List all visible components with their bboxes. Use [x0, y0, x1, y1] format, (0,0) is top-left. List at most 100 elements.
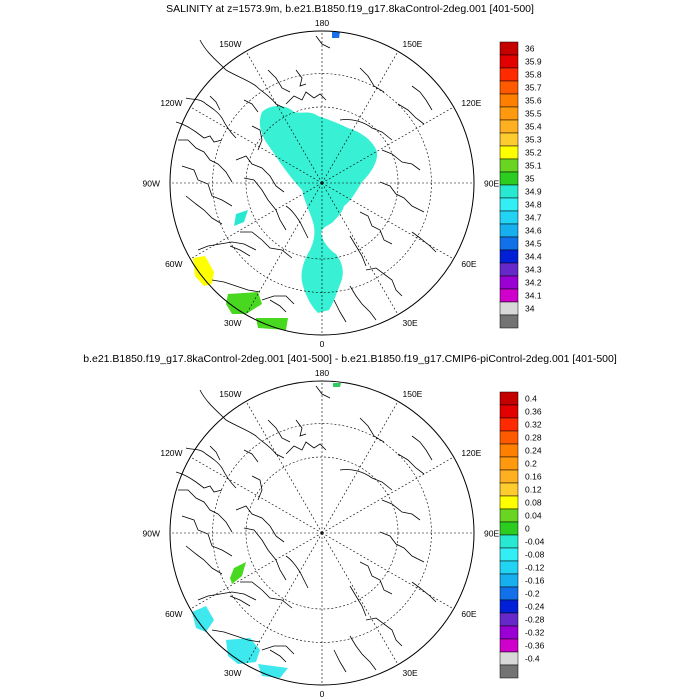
colorbar-box	[499, 236, 519, 251]
colorbar-tick-label: 0.16	[525, 472, 542, 482]
coastline-segment	[261, 645, 295, 655]
coastline-segment	[209, 445, 221, 461]
colorbar-tick-label: -0.16	[525, 576, 545, 586]
longitude-label: 120E	[461, 448, 481, 458]
coastline-segment	[411, 85, 433, 111]
colorbar-tick-label: 0.32	[525, 420, 542, 430]
map-group: 180 150E 120E 90E 60E 30E 0 30W 60W 90W 120W 150W	[143, 18, 500, 349]
coastline-segment	[285, 205, 309, 239]
colorbar-box	[499, 404, 519, 419]
colorbar-box	[499, 171, 519, 186]
colorbar-tick-label: 0.4	[525, 394, 537, 404]
longitude-label: 150E	[403, 389, 423, 399]
coastline-segment	[411, 581, 437, 603]
coastline-segment	[411, 435, 433, 461]
coastline-segment	[269, 649, 287, 663]
colorbar-tick-label: -0.24	[525, 602, 545, 612]
meridian-line	[321, 51, 399, 184]
data-patch-south-cyan	[192, 606, 288, 678]
longitude-label: 60W	[165, 609, 182, 619]
longitude-label: 90W	[143, 529, 160, 539]
coastline-segment	[285, 555, 309, 589]
colorbar-tick-label: 0.04	[525, 511, 542, 521]
colorbar-tick-label: -0.08	[525, 550, 545, 560]
coastline-segment	[349, 635, 377, 671]
coastline-segment	[295, 419, 307, 437]
coastline-segment	[379, 181, 425, 213]
coastline-segment	[185, 195, 223, 225]
colorbar-box	[499, 391, 519, 406]
coastline-segment	[267, 69, 291, 93]
coastline-segment	[197, 241, 257, 251]
colorbar: 36 35.9 35.8 35.7 35.6 35.5 35.4 35.3 35.2 35.1 35…	[499, 41, 542, 329]
colorbar-box	[499, 443, 519, 458]
longitude-label: 120E	[461, 98, 481, 108]
colorbar-tick-label: 35.7	[525, 83, 542, 93]
longitude-label: 90E	[484, 179, 499, 189]
coastline-segment	[175, 121, 223, 143]
colorbar-box	[499, 93, 519, 108]
coastline-segment	[349, 585, 367, 617]
colorbar-box	[499, 41, 519, 56]
colorbar-tick-label: 34.2	[525, 278, 542, 288]
colorbar-tick-label: 34.9	[525, 187, 542, 197]
longitude-label: 150E	[403, 39, 423, 49]
meridian-line	[245, 401, 323, 534]
coastline-segment	[269, 299, 287, 313]
colorbar-tick-label: 34.1	[525, 291, 542, 301]
coastline-segment	[365, 267, 403, 297]
colorbar: 0.4 0.36 0.32 0.28 0.24 0.2 0.16 0.12 0.08 0.04 0 -…	[499, 391, 545, 679]
colorbar-box	[499, 612, 519, 627]
colorbar-box	[499, 314, 519, 329]
longitude-label: 150W	[219, 389, 241, 399]
coastline-segment	[267, 419, 291, 443]
longitude-label: 90E	[484, 529, 499, 539]
coastline-segment	[333, 649, 347, 673]
coastline-segment	[243, 527, 287, 581]
coastline-segment	[243, 177, 287, 231]
colorbar-box	[499, 534, 519, 549]
colorbar-tick-label: 35.1	[525, 161, 542, 171]
data-patch-labrador	[193, 256, 214, 286]
colorbar-tick-label: 0.2	[525, 459, 537, 469]
colorbar-box	[499, 80, 519, 95]
colorbar-box	[499, 482, 519, 497]
plot-title-top: SALINITY at z=1573.9m, b.e21.B1850.f19_g…	[166, 3, 534, 15]
colorbar-box	[499, 664, 519, 679]
coastline-segment	[285, 91, 327, 105]
longitude-label: 120W	[160, 448, 182, 458]
coastline-segment	[381, 499, 421, 521]
longitude-label: 0	[320, 689, 325, 699]
colorbar-tick-label: -0.04	[525, 537, 545, 547]
colorbar-box	[499, 262, 519, 277]
colorbar-tick-label: 35	[525, 174, 535, 184]
coastline-segment	[175, 471, 223, 493]
colorbar-box	[499, 119, 519, 134]
coastline-segment	[285, 441, 327, 455]
colorbar-box	[499, 430, 519, 445]
colorbar-box	[499, 638, 519, 653]
meridian-line	[245, 532, 323, 665]
colorbar-tick-label: 35.5	[525, 109, 542, 119]
coastline-segment	[185, 545, 223, 575]
colorbar-box	[499, 547, 519, 562]
colorbar-tick-label: 35.8	[525, 70, 542, 80]
colorbar-tick-label: -0.32	[525, 628, 545, 638]
colorbar-tick-label: 34.8	[525, 200, 542, 210]
colorbar-box	[499, 158, 519, 173]
longitude-label: 60E	[461, 259, 476, 269]
data-patch-south-green	[226, 292, 288, 330]
coastline-segment	[199, 39, 285, 109]
longitude-label: 0	[320, 339, 325, 349]
meridian-line	[321, 532, 399, 665]
coastline-segment	[211, 279, 261, 293]
longitude-label: 30E	[403, 318, 418, 328]
colorbar-tick-label: 0.28	[525, 433, 542, 443]
polar-map-bottom: 180 150E 120E 90E 60E 30E 0 30W 60W 90W 120W 150W 0.…	[143, 368, 545, 699]
colorbar-tick-label: 34.3	[525, 265, 542, 275]
coastline-segment	[359, 67, 385, 93]
map-group: 180 150E 120E 90E 60E 30E 0 30W 60W 90W 120W 150W	[143, 368, 500, 699]
coastline-segment	[339, 469, 393, 491]
coastline-segment	[235, 505, 285, 543]
coastline-segment	[365, 617, 403, 647]
